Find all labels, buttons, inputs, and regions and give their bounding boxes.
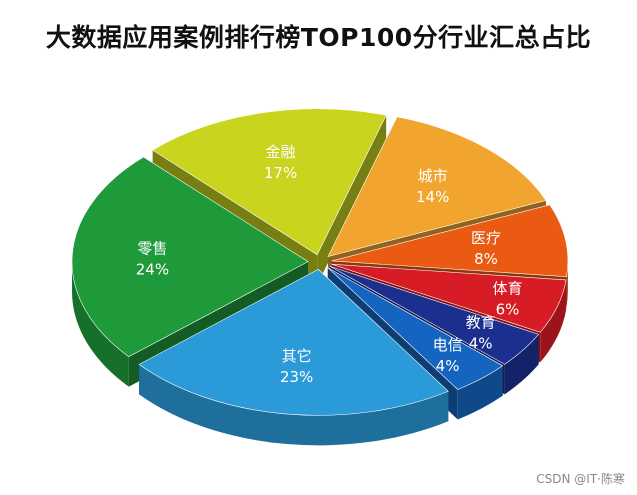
slice-side-体育 [540,279,567,363]
slice-side-医疗 [566,260,568,307]
slice-value-金融: 17% [264,164,297,182]
slice-电信 [327,267,504,390]
slice-value-零售: 24% [136,260,169,278]
slice-side-其它 [139,364,449,446]
slice-医疗 [331,204,569,278]
slice-label-体育: 体育 [493,279,523,297]
slice-wall-金融 [317,115,387,285]
slice-tops [71,108,569,416]
slice-side-教育 [504,334,539,395]
slice-城市 [327,116,547,257]
slice-value-电信: 4% [436,357,460,375]
slice-体育 [331,263,567,333]
slice-金融 [152,108,387,256]
slice-label-其它: 其它 [282,347,312,365]
slice-value-城市: 14% [416,188,449,206]
slice-label-教育: 教育 [466,314,496,332]
slice-label-电信: 电信 [433,336,463,354]
slice-value-医疗: 8% [474,250,498,268]
slice-label-金融: 金融 [266,143,296,161]
slice-side-零售 [72,261,129,387]
slice-value-体育: 6% [496,300,520,318]
slice-value-其它: 23% [280,368,313,386]
chart-title: 大数据应用案例排行榜TOP100分行业汇总占比 [45,23,592,52]
slice-label-城市: 城市 [418,167,448,185]
slice-value-教育: 4% [469,335,493,353]
slice-其它 [138,268,449,416]
slice-label-零售: 零售 [137,239,167,257]
slice-labels: 城市 14% 医疗 8% 体育 6%教育 4% 电信 4% 其它 23% 零售 24% 金融 17% [136,143,523,386]
slice-零售 [71,156,309,358]
watermark: CSDN @IT·陈寒 [536,472,625,486]
slice-教育 [329,265,540,365]
slice-side-电信 [457,365,503,420]
slice-label-医疗: 医疗 [471,229,501,247]
